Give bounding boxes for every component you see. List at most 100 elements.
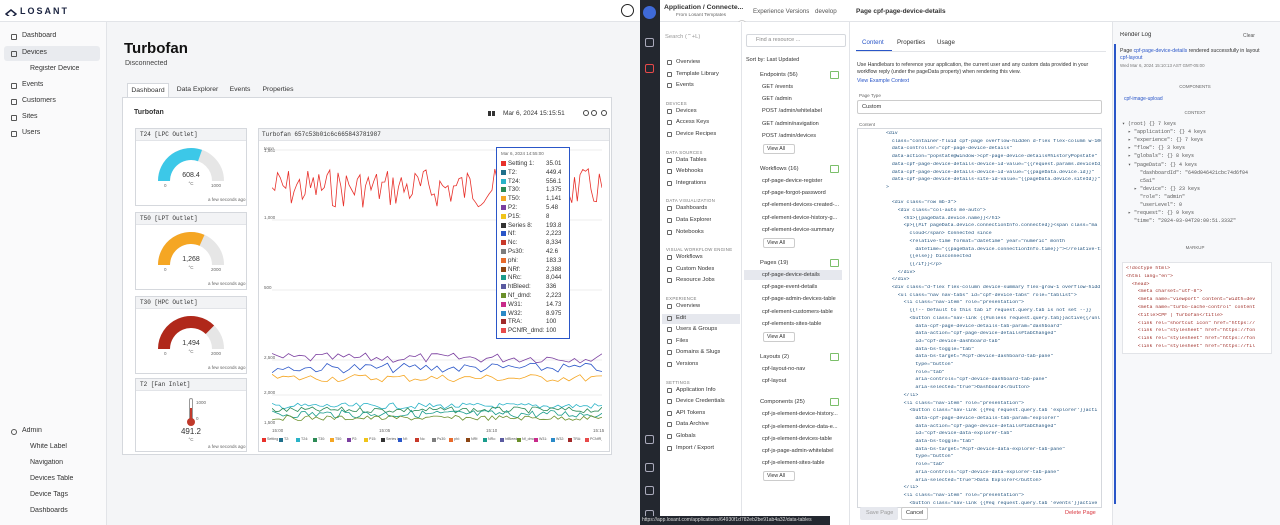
resource-item[interactable]: cpf-page-device-register — [762, 178, 823, 184]
nav-icon[interactable] — [667, 229, 672, 235]
sidebar-nav-item[interactable]: Dashboard — [22, 32, 57, 39]
sidebar-nav-item[interactable]: Users — [22, 129, 41, 136]
component-link[interactable]: cpf-image-upload — [1124, 96, 1163, 102]
avatar-button[interactable] — [621, 4, 634, 17]
editor-tab[interactable]: Properties — [897, 39, 926, 46]
time-control-button[interactable] — [601, 110, 607, 116]
add-button[interactable] — [830, 259, 839, 267]
nav-icon[interactable] — [667, 315, 672, 321]
tab-rule[interactable] — [856, 51, 1106, 52]
nav-item[interactable]: Webhooks — [676, 168, 704, 175]
nav-icon[interactable] — [667, 132, 672, 137]
resource-item[interactable]: cpf-element-customers-table — [762, 308, 833, 315]
sidebar-nav-item[interactable]: White Label — [30, 443, 67, 450]
nav-item[interactable]: Globals — [676, 433, 696, 439]
find-input[interactable]: Find a resource ... — [756, 37, 801, 43]
nav-item[interactable]: Import / Export — [676, 444, 715, 451]
nav-panel[interactable] — [660, 22, 742, 525]
resource-item[interactable]: cpf-elements-sites-table — [762, 320, 822, 327]
sort-select[interactable]: Sort by: Last Updated — [746, 57, 800, 63]
resource-item[interactable]: POST /admin/whitelabel — [762, 108, 822, 115]
nav-icon[interactable] — [667, 157, 672, 163]
resource-item[interactable]: cpf-js-element-device-history... — [762, 411, 838, 418]
resource-item[interactable]: cpf-page-forgot-password — [762, 190, 826, 197]
nav-item[interactable]: Access Keys — [676, 119, 710, 126]
nav-heading[interactable]: EXPERIENCE — [666, 296, 697, 301]
nav-icon[interactable] — [667, 60, 672, 65]
resource-item[interactable]: cpf-page-event-details — [762, 284, 818, 291]
nav-icon[interactable] — [667, 304, 672, 309]
nav-icon[interactable] — [667, 218, 672, 223]
resource-item[interactable]: GET /admin/navigation — [762, 120, 819, 127]
time-control-button[interactable] — [583, 110, 589, 116]
resource-item[interactable]: cpf-js-page-admin-whitelabel — [762, 448, 834, 454]
clear-button[interactable]: Clear — [1243, 33, 1255, 39]
nav-item[interactable]: Versions — [676, 361, 699, 367]
nav-item[interactable]: Device Recipes — [676, 131, 717, 137]
dashboard-tab[interactable]: Data Explorer — [176, 86, 219, 93]
resource-item[interactable]: GET /events — [762, 84, 793, 90]
nav-item[interactable]: Application Info — [676, 386, 716, 393]
nav-item[interactable]: Users & Groups — [676, 326, 718, 333]
sidebar-nav-item[interactable]: Admin — [22, 427, 42, 434]
resource-item[interactable]: cpf-element-devices-created-... — [762, 202, 840, 209]
add-button[interactable] — [830, 165, 839, 173]
editor-tab[interactable]: Content — [862, 39, 884, 46]
nav-icon[interactable] — [667, 327, 672, 333]
sidebar-nav-item[interactable]: Device Tags — [30, 491, 69, 498]
nav-icon[interactable] — [667, 71, 672, 77]
nav-heading[interactable]: VISUAL WORKFLOW ENGINE — [666, 247, 733, 253]
sidebar-nav-item[interactable]: Sites — [22, 113, 38, 120]
sidebar-nav-item[interactable]: Dashboards — [30, 507, 68, 514]
delete-button[interactable]: Delete Page — [1065, 510, 1096, 516]
resource-item[interactable]: cpf-element-device-history-g... — [762, 214, 838, 221]
nav-active[interactable] — [662, 313, 740, 324]
nav-icon[interactable] — [667, 399, 672, 405]
nav-item[interactable]: Edit — [676, 314, 686, 321]
nav-icon[interactable] — [667, 169, 672, 175]
nav-icon[interactable] — [667, 445, 672, 451]
nav-item[interactable]: Notebooks — [676, 228, 704, 235]
nav-icon[interactable] — [667, 120, 672, 126]
nav-item[interactable]: Data Tables — [676, 156, 707, 163]
resource-item[interactable]: cpf-layout — [762, 378, 787, 385]
nav-icon[interactable] — [667, 350, 672, 356]
resource-item[interactable]: cpf-element-device-summary — [762, 226, 835, 233]
time-control-button[interactable] — [591, 110, 597, 116]
nav-icon[interactable] — [667, 266, 672, 272]
resource-item[interactable]: cpf-js-element-sites-table — [762, 460, 825, 467]
nav-item[interactable]: Template Library — [676, 70, 719, 77]
nav-item[interactable]: Overview — [676, 59, 701, 65]
nav-icon[interactable] — [667, 410, 672, 416]
view-all-button[interactable]: View All — [767, 473, 786, 480]
nav-heading[interactable]: DATA VISUALIZATION — [666, 198, 716, 204]
nav-icon[interactable] — [667, 206, 672, 212]
sidebar-nav-item[interactable]: Navigation — [30, 459, 64, 466]
nav-icon[interactable] — [667, 434, 672, 439]
sidebar-nav-item[interactable]: Events — [22, 81, 44, 88]
nav-item[interactable]: Integrations — [676, 179, 707, 186]
resource-item[interactable]: cpf-js-element-device-data-e... — [762, 423, 838, 430]
example-link[interactable]: View Example Context — [857, 78, 910, 84]
nav-item[interactable]: API Tokens — [676, 409, 706, 416]
nav-item[interactable]: Custom Nodes — [676, 265, 715, 272]
add-button[interactable] — [830, 398, 839, 407]
nav-item[interactable]: Domains & Slugs — [676, 349, 721, 356]
view-all-button[interactable]: View All — [767, 146, 786, 152]
view-all-button[interactable]: View All — [767, 334, 786, 340]
tab-underline[interactable] — [856, 50, 892, 52]
add-button[interactable] — [830, 71, 839, 79]
nav-icon[interactable] — [667, 338, 672, 344]
resource-item[interactable]: cpf-page-device-details — [762, 272, 820, 278]
nav-icon[interactable] — [667, 83, 672, 89]
resource-item[interactable]: GET /admin — [762, 96, 792, 103]
nav-icon[interactable] — [667, 180, 672, 186]
resource-item[interactable]: cpf-layout-no-nav — [762, 366, 806, 372]
resource-item[interactable]: cpf-js-element-devices-table — [762, 435, 832, 442]
view-all-button[interactable]: View All — [767, 240, 786, 246]
nav-item[interactable]: Device Credentials — [676, 398, 725, 405]
nav-heading[interactable]: SETTINGS — [666, 379, 690, 385]
nav-item[interactable]: Dashboards — [676, 205, 708, 212]
nav-item[interactable]: Events — [676, 82, 694, 89]
nav-item[interactable]: Data Explorer — [676, 217, 712, 223]
